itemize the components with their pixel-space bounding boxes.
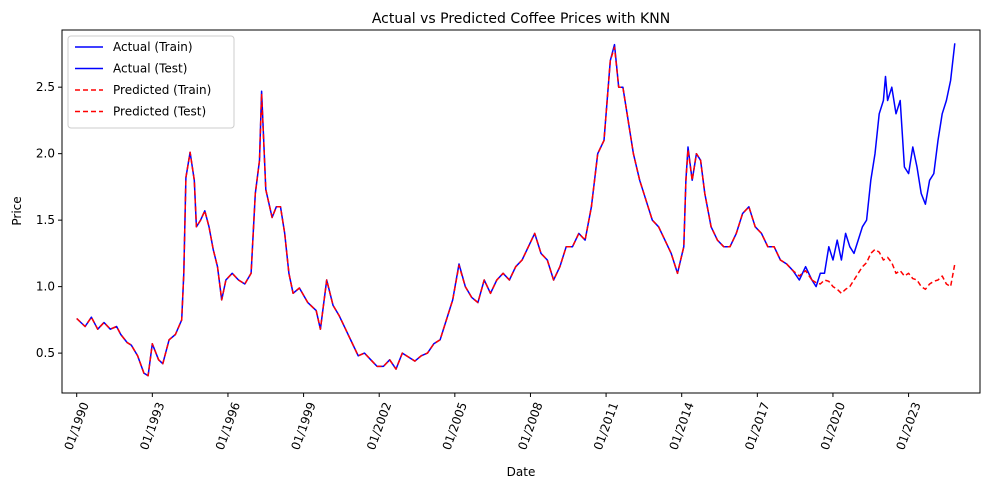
x-tick-label-2: 01/1993	[137, 400, 167, 452]
x-axis: 01/1990 01/1993 01/1996 01/1999 01/2002 01/20…	[62, 393, 924, 452]
x-axis-title: Date	[507, 465, 536, 479]
x-tick-label-10: 01/2017	[742, 400, 772, 452]
legend: Actual (Train) Actual (Test) Predicted (Tr…	[67, 35, 235, 129]
x-tick-label-3: 01/1996	[213, 400, 243, 452]
plot-frame	[61, 29, 981, 394]
y-axis-title: Price	[10, 196, 24, 225]
series-layer	[76, 43, 956, 377]
x-tick-label-7: 01/2008	[515, 400, 545, 452]
x-tick-label-6: 01/2005	[440, 400, 470, 452]
legend-label-1: Actual (Train)	[113, 40, 193, 54]
x-tick-label-1: 01/1990	[62, 400, 92, 452]
y-tick-label-2: 1.0	[36, 280, 55, 294]
series-line-2	[811, 43, 956, 288]
x-tick-label-12: 01/2023	[893, 400, 923, 452]
x-tick-label-5: 01/2002	[364, 400, 394, 452]
x-tick-label-8: 01/2011	[591, 400, 621, 452]
y-tick-label-1: 0.5	[36, 346, 55, 360]
y-tick-label-4: 2.0	[36, 147, 55, 161]
y-axis: 0.5 1.0 1.5 2.0 2.5	[36, 80, 62, 360]
x-tick-label-11: 01/2020	[818, 400, 848, 452]
legend-label-4: Predicted (Test)	[113, 105, 206, 119]
y-tick-label-5: 2.5	[36, 80, 55, 94]
legend-label-3: Predicted (Train)	[113, 83, 211, 97]
legend-box	[67, 35, 235, 129]
y-tick-label-3: 1.5	[36, 213, 55, 227]
x-tick-label-4: 01/1999	[288, 400, 318, 452]
legend-label-2: Actual (Test)	[113, 62, 187, 76]
series-line-3	[76, 46, 813, 377]
series-line-4	[811, 248, 956, 295]
chart-title: Actual vs Predicted Coffee Prices with K…	[372, 11, 670, 27]
x-tick-label-9: 01/2014	[667, 400, 697, 452]
